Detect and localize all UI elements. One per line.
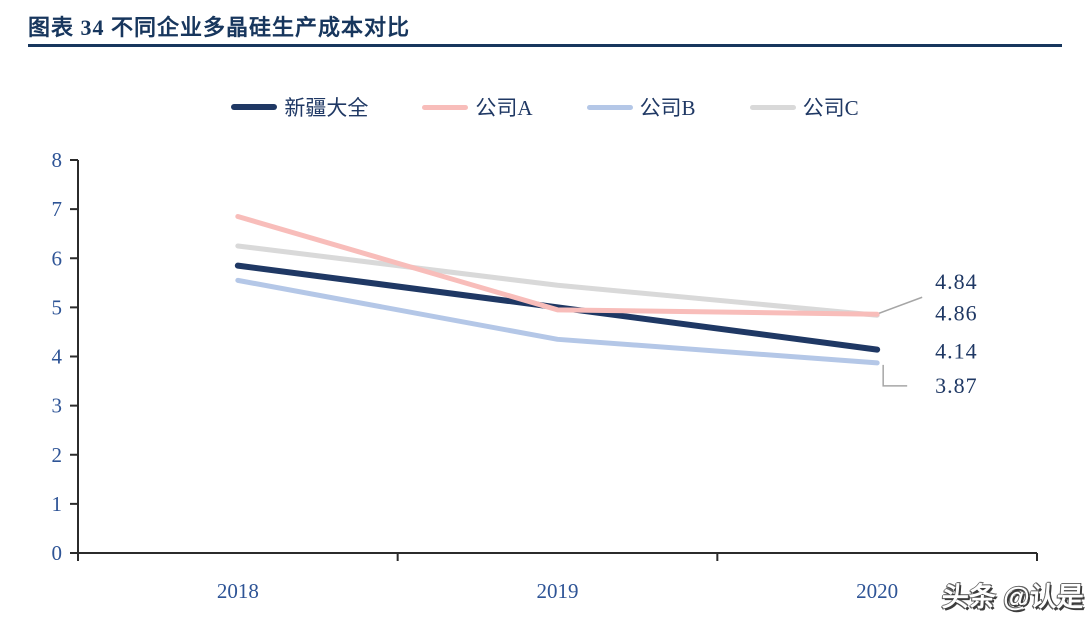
legend-line-swatch bbox=[749, 104, 796, 110]
legend-item-公司A: 公司A bbox=[422, 92, 533, 122]
legend-label: 公司C bbox=[802, 96, 859, 120]
x-tick-label: 2020 bbox=[856, 579, 898, 603]
legend-label: 公司A bbox=[475, 96, 533, 120]
series-line-公司B bbox=[235, 277, 880, 366]
y-tick-label: 6 bbox=[52, 246, 63, 270]
legend-line-swatch bbox=[231, 104, 278, 110]
y-tick-label: 2 bbox=[52, 443, 63, 467]
legend-label: 公司B bbox=[639, 96, 696, 120]
y-tick-label: 3 bbox=[52, 394, 63, 418]
data-label-公司B: 3.87 bbox=[935, 373, 978, 398]
x-tick-label: 2018 bbox=[217, 579, 259, 603]
x-tick-label: 2019 bbox=[537, 579, 579, 603]
legend-line-swatch bbox=[586, 104, 633, 110]
legend-item-公司C: 公司C bbox=[749, 92, 859, 122]
y-tick-label: 8 bbox=[52, 148, 63, 172]
figure-title: 图表 34 不同企业多晶硅生产成本对比 bbox=[28, 15, 411, 40]
watermark: 头条 @认是 bbox=[941, 582, 1085, 612]
y-tick-label: 4 bbox=[52, 345, 63, 369]
title-underline bbox=[28, 44, 1062, 47]
chart-legend: 新疆大全 公司A 公司B 公司C bbox=[0, 92, 1090, 122]
series-line-公司C bbox=[235, 243, 880, 318]
y-tick-label: 7 bbox=[52, 197, 63, 221]
legend-label: 新疆大全 bbox=[284, 96, 369, 120]
data-label-新疆大全: 4.14 bbox=[935, 339, 978, 364]
data-label-公司A: 4.86 bbox=[935, 300, 978, 325]
leader-line-bottom bbox=[882, 364, 908, 387]
legend-item-公司B: 公司B bbox=[586, 92, 696, 122]
series-line-公司A bbox=[235, 213, 880, 317]
data-label-公司C: 4.84 bbox=[935, 269, 978, 294]
legend-item-新疆大全: 新疆大全 bbox=[231, 92, 368, 122]
y-tick-label: 0 bbox=[52, 541, 63, 565]
y-tick-label: 1 bbox=[52, 492, 63, 516]
leader-line-top bbox=[878, 296, 923, 314]
y-tick-label: 5 bbox=[52, 295, 63, 319]
legend-line-swatch bbox=[422, 104, 469, 110]
